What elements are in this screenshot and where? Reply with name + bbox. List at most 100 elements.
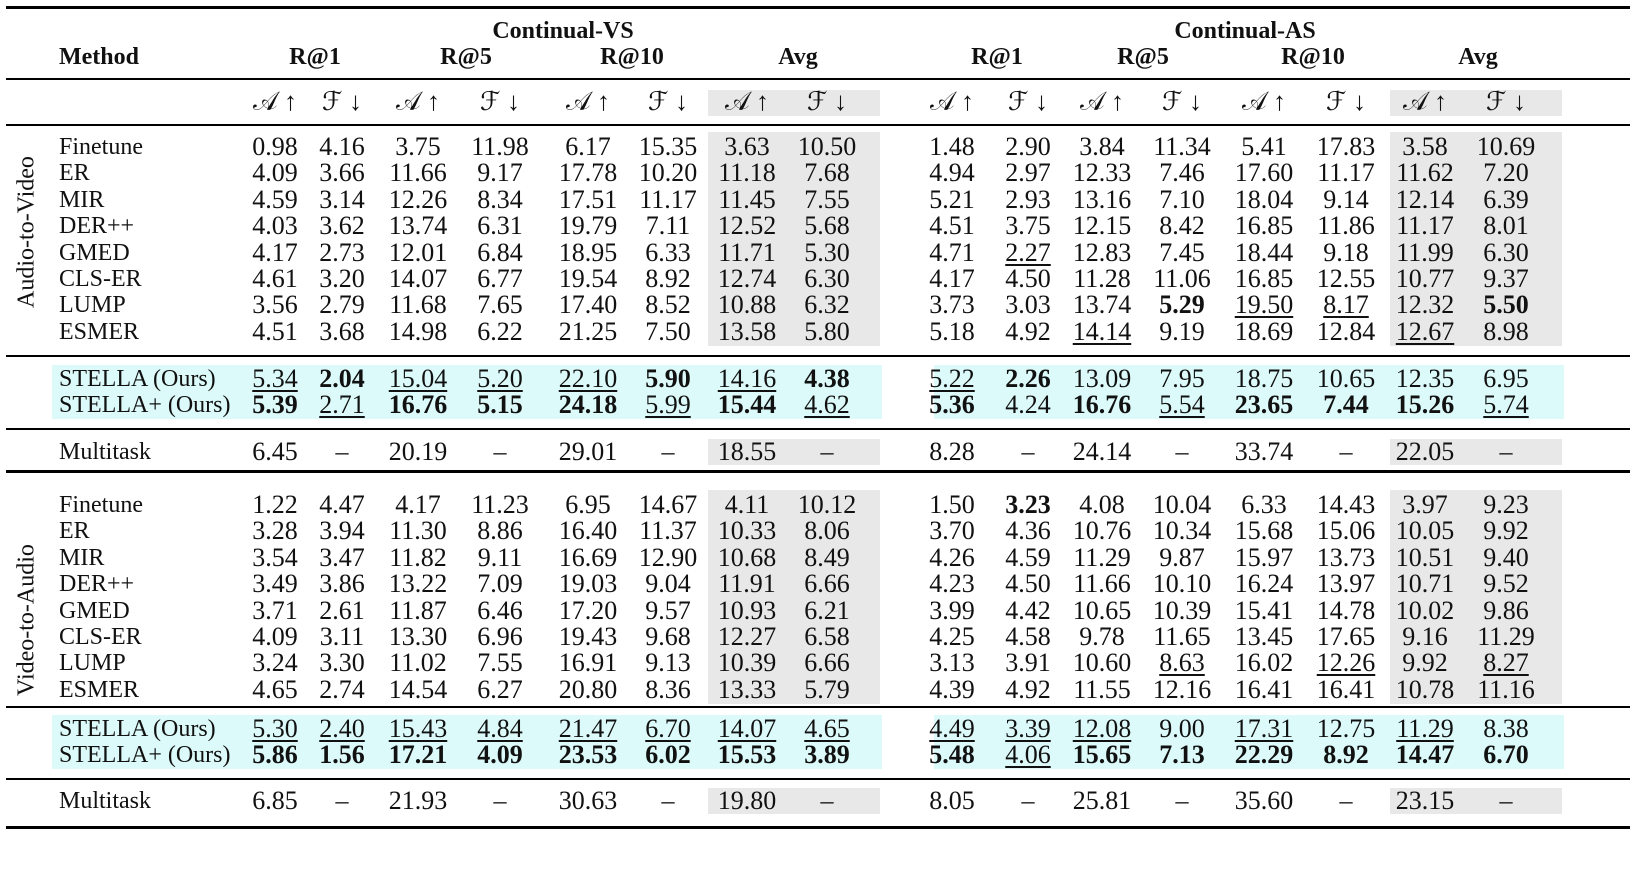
table-cell: 10.77 (1395, 264, 1455, 293)
table-cell: 11.71 (718, 237, 776, 267)
table-cell: 12.84 (1316, 316, 1376, 346)
table-cell: 11.98 (471, 132, 529, 161)
table-cell: 16.24 (1234, 569, 1294, 599)
table-cell: 12.26 (1316, 648, 1376, 678)
method-name: GMED (59, 597, 130, 624)
table-cell: 13.22 (388, 569, 448, 599)
table-cell: 3.97 (1402, 490, 1448, 519)
table-cell: 16.41 (1316, 674, 1376, 704)
table-cell: 19.43 (558, 622, 618, 651)
table-cell: 17.65 (1316, 622, 1376, 651)
subheader-f-down: ℱ ↓ (480, 87, 520, 116)
table-cell: 6.66 (804, 569, 850, 599)
table-cell: 5.80 (804, 316, 850, 346)
table-cell: – (1175, 786, 1189, 815)
ours-shade-as (934, 715, 1564, 769)
table-cell: 1.56 (319, 740, 365, 769)
method-name: MIR (59, 186, 105, 213)
table-cell: 10.39 (1152, 595, 1212, 625)
table-cell: 7.46 (1159, 158, 1205, 188)
table-cell: 24.18 (558, 390, 618, 419)
table-cell: 33.74 (1234, 437, 1294, 466)
table-cell: – (493, 786, 507, 815)
table-cell: 11.68 (389, 290, 447, 320)
table-cell: 4.09 (252, 158, 298, 188)
table-cell: 8.63 (1159, 648, 1205, 678)
table-cell: 3.71 (252, 595, 298, 625)
table-cell: 11.65 (1153, 622, 1211, 651)
table-cell: 6.45 (252, 437, 298, 466)
method-name-ours: STELLA+ (Ours) (59, 742, 231, 768)
table-cell: 3.84 (1079, 132, 1125, 161)
table-cell: 10.71 (1395, 569, 1455, 599)
table-cell: 17.31 (1234, 714, 1294, 743)
table-cell: 5.34 (252, 364, 298, 393)
table-cell: 10.76 (1072, 516, 1132, 546)
table-cell: 8.49 (804, 542, 850, 572)
table-cell: 3.49 (252, 569, 298, 599)
table-cell: 6.30 (1483, 237, 1529, 267)
table-cell: 12.83 (1072, 237, 1132, 267)
table-cell: 9.92 (1402, 648, 1448, 678)
table-cell: 11.34 (1153, 132, 1211, 161)
table-cell: 14.43 (1316, 490, 1376, 519)
table-cell: 9.11 (477, 542, 523, 572)
table-cell: 13.97 (1316, 569, 1376, 599)
table-cell: 15.35 (638, 132, 698, 161)
table-cell: 16.76 (388, 390, 448, 419)
table-cell: 5.90 (645, 364, 691, 393)
avg-shade-multitask-vs (708, 788, 880, 814)
table-cell: 6.85 (252, 786, 298, 815)
group-header-vs: Continual-VS (492, 18, 634, 44)
table-cell: 7.44 (1323, 390, 1369, 419)
table-cell: 4.03 (252, 211, 298, 241)
table-cell: 9.04 (645, 569, 691, 599)
method-name: DER++ (59, 213, 135, 240)
table-cell: 6.70 (645, 714, 691, 743)
method-name: ER (59, 160, 90, 187)
table-cell: 12.67 (1395, 316, 1455, 346)
table-cell: – (1021, 786, 1035, 815)
table-cell: 1.22 (252, 490, 298, 519)
table-cell: 11.28 (1073, 264, 1131, 293)
table-cell: 9.19 (1159, 316, 1205, 346)
table-cell: 5.79 (804, 674, 850, 704)
table-cell: 2.90 (1005, 132, 1051, 161)
table-cell: 19.03 (558, 569, 618, 599)
table-cell: 4.84 (477, 714, 523, 743)
method-name: GMED (59, 239, 130, 266)
table-cell: 17.83 (1316, 132, 1376, 161)
table-cell: 8.92 (645, 264, 691, 293)
table-cell: 5.15 (477, 390, 523, 419)
table-cell: – (493, 437, 507, 466)
top-rule (6, 6, 1630, 9)
table-cell: 6.46 (477, 595, 523, 625)
table-cell: 11.29 (1396, 714, 1454, 743)
table-cell: 3.62 (319, 211, 365, 241)
table-cell: 4.92 (1005, 316, 1051, 346)
table-cell: 11.87 (389, 595, 447, 625)
table-cell: 12.75 (1316, 714, 1376, 743)
table-cell: 7.20 (1483, 158, 1529, 188)
table-cell: 4.23 (929, 569, 975, 599)
table-cell: 11.29 (1073, 542, 1131, 572)
table-cell: 20.19 (388, 437, 448, 466)
table-cell: 16.91 (558, 648, 618, 678)
table-cell: 11.30 (389, 516, 447, 546)
table-cell: 4.61 (252, 264, 298, 293)
table-cell: 3.86 (319, 569, 365, 599)
table-cell: 2.93 (1005, 184, 1051, 214)
table-cell: 11.66 (389, 158, 447, 188)
table-cell: 4.17 (929, 264, 975, 293)
table-cell: 0.98 (252, 132, 298, 161)
section-rule (6, 470, 1630, 473)
table-cell: 23.53 (558, 740, 618, 769)
table-cell: 21.93 (388, 786, 448, 815)
table-cell: 9.13 (645, 648, 691, 678)
table-cell: 4.59 (252, 184, 298, 214)
table-cell: 30.63 (558, 786, 618, 815)
subheader-a-up: 𝒜 ↑ (1402, 87, 1448, 116)
subheader-a-up: 𝒜 ↑ (252, 87, 298, 116)
table-cell: 11.37 (639, 516, 697, 546)
table-cell: 4.51 (252, 316, 298, 346)
